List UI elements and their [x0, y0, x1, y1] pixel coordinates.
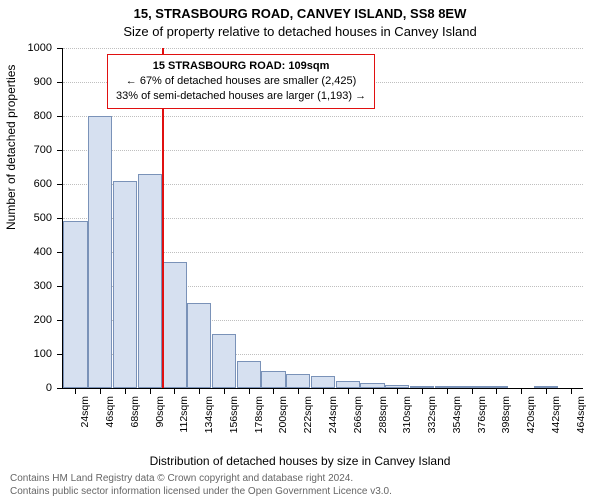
x-tick [373, 388, 374, 394]
x-tick-label: 156sqm [228, 396, 240, 446]
x-tick-label: 354sqm [451, 396, 463, 446]
y-tick [57, 82, 63, 83]
x-tick [174, 388, 175, 394]
x-tick-label: 68sqm [129, 396, 141, 446]
info-box-line1: 15 STRASBOURG ROAD: 109sqm [116, 59, 366, 74]
histogram-bar [113, 181, 137, 388]
y-tick [57, 48, 63, 49]
x-tick-label: 134sqm [203, 396, 215, 446]
x-tick [298, 388, 299, 394]
x-tick-label: 200sqm [277, 396, 289, 446]
y-tick [57, 354, 63, 355]
x-tick-label: 398sqm [500, 396, 512, 446]
y-tick-label: 500 [0, 212, 52, 224]
x-tick-label: 244sqm [327, 396, 339, 446]
x-tick-label: 310sqm [401, 396, 413, 446]
x-tick [447, 388, 448, 394]
footer-attribution-1: Contains HM Land Registry data © Crown c… [10, 473, 353, 484]
y-tick [57, 252, 63, 253]
y-tick-label: 600 [0, 178, 52, 190]
x-tick [348, 388, 349, 394]
x-tick [125, 388, 126, 394]
gridline [63, 48, 583, 49]
histogram-bar [138, 174, 162, 388]
histogram-bar [88, 116, 112, 388]
title-sub: Size of property relative to detached ho… [0, 24, 600, 39]
histogram-bar [237, 361, 261, 388]
y-tick [57, 388, 63, 389]
x-tick-label: 178sqm [253, 396, 265, 446]
y-tick-label: 400 [0, 246, 52, 258]
gridline [63, 150, 583, 151]
x-tick [224, 388, 225, 394]
histogram-bar [311, 376, 335, 388]
x-tick-label: 464sqm [575, 396, 587, 446]
x-tick-label: 24sqm [79, 396, 91, 446]
y-tick-label: 0 [0, 382, 52, 394]
histogram-bar [187, 303, 211, 388]
title-main: 15, STRASBOURG ROAD, CANVEY ISLAND, SS8 … [0, 6, 600, 21]
x-tick-label: 90sqm [154, 396, 166, 446]
x-tick [422, 388, 423, 394]
y-tick [57, 320, 63, 321]
x-tick-label: 112sqm [178, 396, 190, 446]
x-tick [75, 388, 76, 394]
y-tick-label: 1000 [0, 42, 52, 54]
x-tick-label: 332sqm [426, 396, 438, 446]
y-tick-label: 300 [0, 280, 52, 292]
x-tick [199, 388, 200, 394]
histogram-bar [63, 221, 87, 388]
x-tick-label: 420sqm [525, 396, 537, 446]
x-tick [100, 388, 101, 394]
y-tick-label: 100 [0, 348, 52, 360]
info-box-line2: ← 67% of detached houses are smaller (2,… [116, 74, 366, 89]
y-tick [57, 184, 63, 185]
y-tick-label: 800 [0, 110, 52, 122]
x-tick [249, 388, 250, 394]
histogram-bar [162, 262, 186, 388]
x-tick-label: 266sqm [352, 396, 364, 446]
y-tick-label: 200 [0, 314, 52, 326]
info-box-line3: 33% of semi-detached houses are larger (… [116, 89, 366, 104]
y-tick [57, 150, 63, 151]
x-tick [397, 388, 398, 394]
histogram-bar [212, 334, 236, 388]
histogram-bar [336, 381, 360, 388]
x-tick [273, 388, 274, 394]
x-tick-label: 442sqm [550, 396, 562, 446]
x-tick-label: 46sqm [104, 396, 116, 446]
x-tick-label: 288sqm [377, 396, 389, 446]
y-tick [57, 286, 63, 287]
footer-attribution-2: Contains public sector information licen… [10, 486, 392, 497]
x-tick [472, 388, 473, 394]
x-tick-label: 222sqm [302, 396, 314, 446]
x-tick [546, 388, 547, 394]
x-tick [150, 388, 151, 394]
chart-container: 15, STRASBOURG ROAD, CANVEY ISLAND, SS8 … [0, 0, 600, 500]
y-tick-label: 900 [0, 76, 52, 88]
y-tick [57, 218, 63, 219]
x-tick [496, 388, 497, 394]
x-axis-label: Distribution of detached houses by size … [0, 454, 600, 468]
y-tick [57, 116, 63, 117]
info-box: 15 STRASBOURG ROAD: 109sqm← 67% of detac… [107, 54, 375, 109]
x-tick [323, 388, 324, 394]
x-tick [571, 388, 572, 394]
gridline [63, 116, 583, 117]
y-tick-label: 700 [0, 144, 52, 156]
x-tick-label: 376sqm [476, 396, 488, 446]
histogram-bar [286, 374, 310, 388]
histogram-bar [261, 371, 285, 388]
x-tick [521, 388, 522, 394]
